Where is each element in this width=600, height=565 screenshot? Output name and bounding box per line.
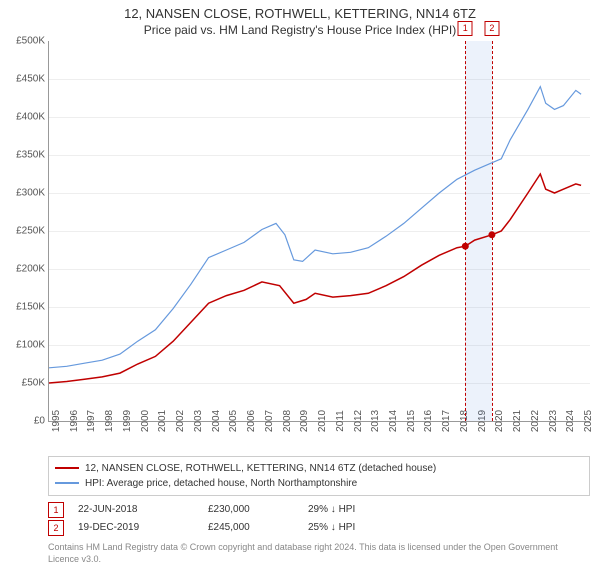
chart-plot-area: £0£50K£100K£150K£200K£250K£300K£350K£400…	[48, 41, 590, 422]
y-tick-label: £100K	[16, 339, 49, 350]
marker-price: £230,000	[208, 504, 308, 515]
y-tick-label: £50K	[22, 377, 49, 388]
footer-attribution: Contains HM Land Registry data © Crown c…	[48, 542, 590, 565]
marker-table: 1 22-JUN-2018£230,00029% ↓ HPI 2 19-DEC-201…	[0, 502, 600, 536]
series-property	[49, 174, 581, 383]
legend-label: 12, NANSEN CLOSE, ROTHWELL, KETTERING, N…	[85, 461, 436, 476]
chart-marker-badge: 2	[484, 21, 499, 36]
chart-subtitle: Price paid vs. HM Land Registry's House …	[0, 23, 600, 41]
legend-item: HPI: Average price, detached house, Nort…	[55, 476, 583, 491]
y-tick-label: £350K	[16, 149, 49, 160]
y-tick-label: £150K	[16, 301, 49, 312]
y-tick-label: £450K	[16, 73, 49, 84]
marker-id-badge: 2	[48, 520, 64, 536]
series-hpi	[49, 86, 581, 367]
marker-date: 19-DEC-2019	[78, 522, 208, 533]
y-tick-label: £0	[34, 415, 49, 426]
legend: 12, NANSEN CLOSE, ROTHWELL, KETTERING, N…	[48, 456, 590, 496]
marker-table-row: 2 19-DEC-2019£245,00025% ↓ HPI	[48, 520, 590, 536]
y-tick-label: £500K	[16, 35, 49, 46]
chart-marker-badge: 1	[458, 21, 473, 36]
marker-dot	[462, 243, 469, 250]
legend-swatch	[55, 482, 79, 484]
marker-id-badge: 1	[48, 502, 64, 518]
marker-price: £245,000	[208, 522, 308, 533]
y-tick-label: £400K	[16, 111, 49, 122]
legend-swatch	[55, 467, 79, 469]
chart-svg	[49, 41, 590, 421]
marker-date: 22-JUN-2018	[78, 504, 208, 515]
y-tick-label: £250K	[16, 225, 49, 236]
chart-title: 12, NANSEN CLOSE, ROTHWELL, KETTERING, N…	[0, 0, 600, 23]
legend-label: HPI: Average price, detached house, Nort…	[85, 476, 357, 491]
legend-item: 12, NANSEN CLOSE, ROTHWELL, KETTERING, N…	[55, 461, 583, 476]
marker-delta: 29% ↓ HPI	[308, 504, 408, 515]
marker-dot	[488, 231, 495, 238]
y-tick-label: £300K	[16, 187, 49, 198]
y-tick-label: £200K	[16, 263, 49, 274]
marker-table-row: 1 22-JUN-2018£230,00029% ↓ HPI	[48, 502, 590, 518]
marker-delta: 25% ↓ HPI	[308, 522, 408, 533]
